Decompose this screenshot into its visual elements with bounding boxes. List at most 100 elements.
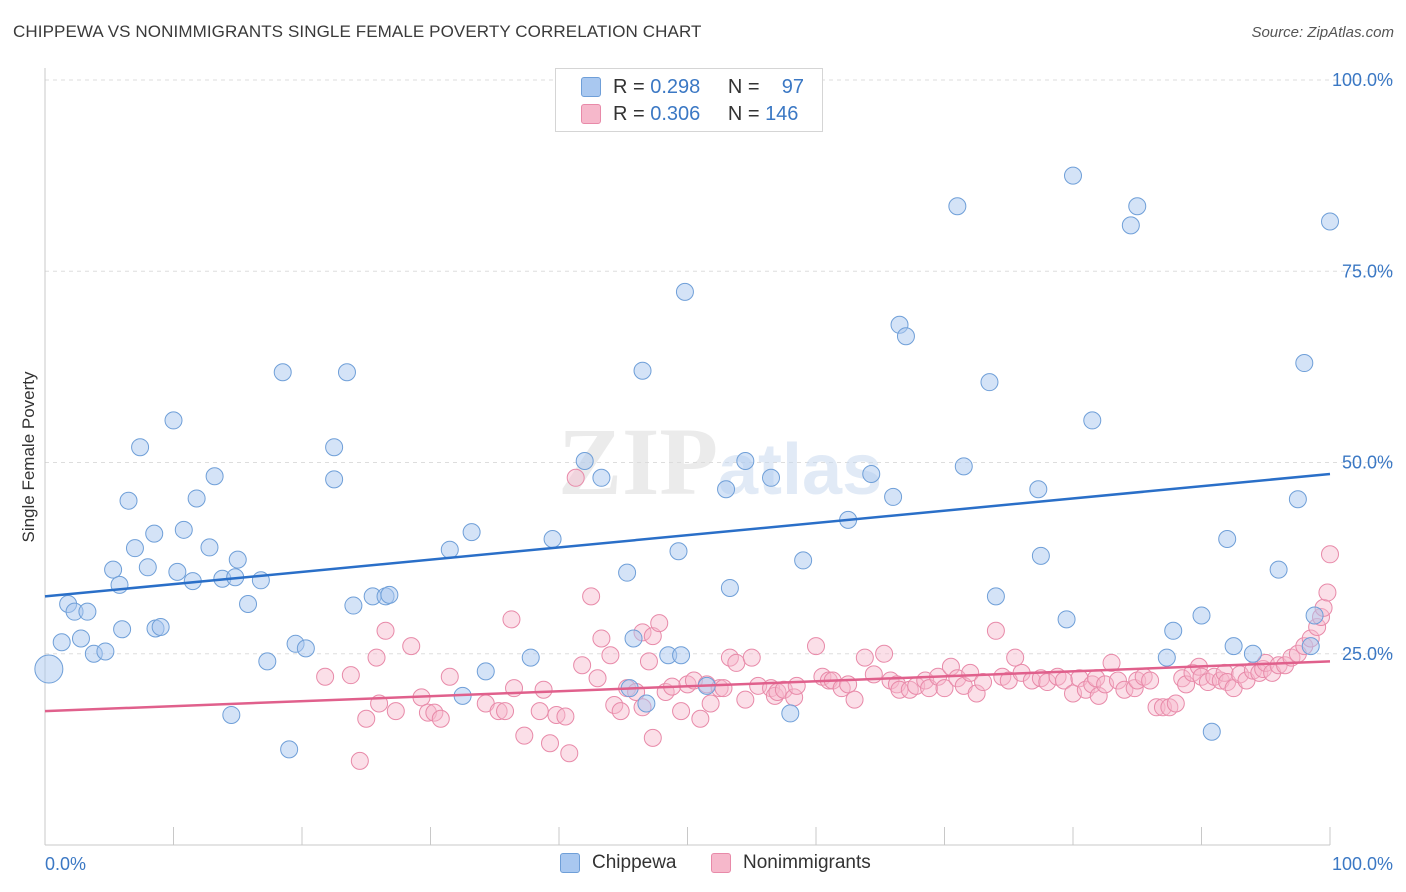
bottom-legend-swatch-chippewa [560,853,580,873]
axes [44,68,1331,846]
legend-swatch-chippewa [581,77,601,97]
data-point-chippewa [1057,610,1076,629]
data-point-chippewa [1121,216,1140,235]
data-point-chippewa [131,438,150,457]
legend-n-value: 97 [781,75,804,98]
data-point-nonimmigrants [1147,698,1166,717]
data-point-chippewa [1295,354,1314,373]
data-point-nonimmigrants [502,610,521,629]
data-point-nonimmigrants [530,702,549,721]
legend-box: R = 0.298 N = 97 R = 0.306 N = 146 [555,68,823,132]
legend-r-value: 0.306 [650,102,701,125]
data-point-chippewa [1202,722,1221,741]
data-point-nonimmigrants [1108,671,1127,690]
data-point-chippewa [624,629,643,648]
data-point-chippewa [1128,197,1147,216]
data-point-chippewa [794,551,813,570]
data-point-chippewa [174,520,193,539]
data-point-nonimmigrants [601,646,620,665]
data-point-chippewa [239,595,258,614]
series-chippewa-points [34,166,1339,759]
data-point-nonimmigrants [986,621,1005,640]
data-point-chippewa [104,560,123,579]
data-point-nonimmigrants [701,694,720,713]
data-point-nonimmigrants [714,679,733,698]
data-point-chippewa [1164,621,1183,640]
data-point-chippewa [462,523,481,542]
data-point-chippewa [1243,644,1262,663]
data-point-nonimmigrants [489,702,508,721]
data-point-chippewa [575,451,594,470]
data-point-nonimmigrants [440,667,459,686]
data-point-nonimmigrants [534,680,553,699]
data-point-chippewa [633,361,652,380]
data-point-chippewa [168,562,187,581]
data-point-nonimmigrants [515,726,534,745]
data-point-nonimmigrants [1089,686,1108,705]
data-point-nonimmigrants [588,669,607,688]
data-point-nonimmigrants [974,673,993,692]
bottom-legend-swatch-nonimmigrants [711,853,731,873]
data-point-chippewa [228,550,247,569]
data-point-chippewa [1305,606,1324,625]
data-point-nonimmigrants [787,676,806,695]
data-point-chippewa [187,489,206,508]
watermark: ZIP atlas [558,408,882,515]
data-point-nonimmigrants [341,666,360,685]
data-point-nonimmigrants [875,644,894,663]
data-point-nonimmigrants [691,709,710,728]
y-tick-label: 50.0% [1342,453,1393,473]
axis-labels: 25.0% 50.0% 75.0% 100.0% 0.0% 100.0% Single Fe… [19,70,1393,874]
data-point-chippewa [344,596,363,615]
data-point-chippewa [862,464,881,483]
data-point-chippewa [1031,546,1050,565]
data-point-nonimmigrants [611,702,630,721]
data-point-chippewa [1218,530,1237,548]
data-point-chippewa [521,648,540,667]
data-point-nonimmigrants [1006,648,1025,667]
chart-source: Source: ZipAtlas.com [1251,24,1394,41]
x-tick-label: 100.0% [1332,854,1393,874]
legend-row-nonimmigrants: R = 0.306 N = 146 [581,102,798,126]
data-point-chippewa [896,327,915,346]
data-point-chippewa [637,694,656,713]
data-point-nonimmigrants [643,728,662,747]
data-point-nonimmigrants [967,684,986,703]
bottom-legend-nonimmigrants: Nonimmigrants [711,852,871,874]
trend-line-chippewa [44,472,1331,598]
data-point-chippewa [1083,411,1102,430]
data-point-chippewa [113,620,132,639]
data-point-chippewa [296,639,315,658]
trend-line-nonimmigrants [44,660,1331,713]
data-point-chippewa [717,480,736,499]
data-point-chippewa [675,282,694,301]
data-point-chippewa [145,524,164,543]
data-point-nonimmigrants [1166,694,1185,713]
data-point-nonimmigrants [560,744,579,763]
data-point-chippewa [280,740,299,759]
data-point-nonimmigrants [367,648,386,667]
data-point-nonimmigrants [643,627,662,646]
data-point-chippewa [325,438,344,457]
data-point-chippewa [781,704,800,723]
x-tick-label: 0.0% [45,854,86,874]
data-point-chippewa [720,578,739,597]
y-tick-label: 75.0% [1342,261,1393,281]
bottom-legend-chippewa: Chippewa [560,852,677,874]
data-point-nonimmigrants [855,648,874,667]
data-point-nonimmigrants [402,637,421,656]
chart-title: CHIPPEWA VS NONIMMIGRANTS SINGLE FEMALE … [13,22,702,41]
data-point-nonimmigrants [650,614,669,633]
data-point-chippewa [71,629,90,648]
legend-swatch-nonimmigrants [581,104,601,124]
data-point-chippewa [618,563,637,582]
y-axis-label: Single Female Poverty [19,371,38,543]
data-point-chippewa [1301,637,1320,656]
data-point-nonimmigrants [350,751,369,770]
data-point-chippewa [592,468,611,487]
data-point-chippewa [222,705,241,724]
data-point-chippewa [138,558,157,577]
legend-r-label: R = [613,75,645,98]
data-point-nonimmigrants [845,690,864,709]
